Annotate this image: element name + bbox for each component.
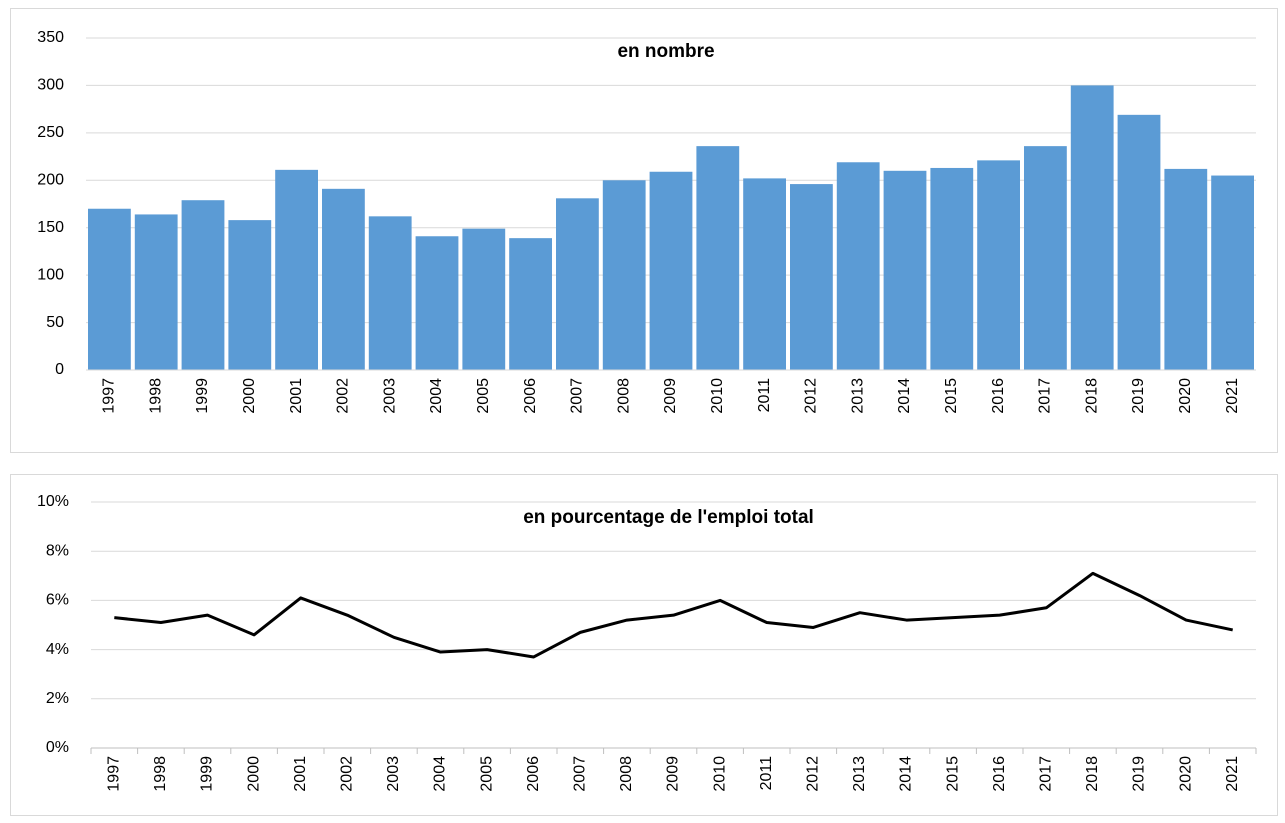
y-tick-label: 350: [37, 29, 64, 46]
bar: [790, 184, 833, 370]
x-tick-label: 1998: [147, 378, 164, 414]
x-tick-label: 2017: [1038, 756, 1055, 792]
bar: [88, 208, 131, 370]
bar: [556, 198, 599, 370]
x-tick-label: 1997: [101, 378, 118, 414]
bar: [1164, 168, 1208, 370]
x-tick-label: 2003: [381, 378, 398, 414]
x-tick-label: 2018: [1083, 378, 1100, 414]
x-tick-label: 2015: [943, 378, 960, 414]
bar: [883, 170, 927, 370]
x-tick-label: 2018: [1084, 756, 1101, 792]
chart-title: en pourcentage de l'emploi total: [523, 507, 814, 528]
x-tick-label: 2007: [572, 756, 589, 792]
bar: [836, 162, 880, 370]
bar: [1211, 175, 1254, 370]
x-tick-label: 2020: [1177, 378, 1194, 414]
bar: [977, 160, 1020, 370]
x-tick-label: 2019: [1130, 378, 1147, 414]
x-tick-label: 2010: [709, 378, 726, 414]
y-tick-label: 250: [37, 124, 64, 141]
bar: [602, 180, 646, 370]
x-tick-label: 2011: [758, 756, 775, 791]
y-tick-label: 8%: [46, 542, 69, 559]
y-tick-label: 0%: [46, 739, 69, 756]
bar: [1117, 114, 1161, 370]
y-tick-label: 150: [37, 219, 64, 236]
x-tick-label: 2013: [849, 378, 866, 414]
x-tick-label: 2002: [335, 378, 352, 414]
x-tick-label: 2012: [805, 756, 822, 792]
x-tick-label: 2005: [478, 756, 495, 792]
y-tick-label: 200: [37, 172, 64, 189]
x-tick-label: 2008: [615, 378, 632, 414]
x-tick-label: 2006: [522, 378, 539, 414]
x-tick-label: 2002: [339, 756, 356, 792]
chart-frame: [10, 474, 1278, 816]
x-tick-label: 2015: [944, 756, 961, 792]
bar: [275, 169, 318, 370]
x-tick-label: 2001: [292, 756, 309, 792]
bar: [322, 188, 365, 370]
x-tick-label: 2016: [991, 756, 1008, 792]
x-tick-label: 2014: [896, 378, 913, 414]
bar: [415, 236, 459, 370]
bar: [462, 228, 506, 370]
bar: [1070, 85, 1114, 370]
x-tick-label: 2005: [475, 378, 492, 414]
bar: [743, 178, 786, 370]
x-tick-label: 1998: [152, 756, 169, 792]
bar: [228, 220, 272, 370]
bar: [696, 146, 740, 370]
y-tick-label: 300: [37, 77, 64, 94]
x-tick-label: 2007: [569, 378, 586, 414]
bar: [509, 238, 552, 370]
x-tick-label: 2021: [1224, 756, 1241, 792]
bar: [649, 171, 693, 370]
x-tick-label: 2004: [432, 756, 449, 792]
x-tick-label: 2009: [662, 378, 679, 414]
x-tick-label: 2021: [1224, 378, 1241, 414]
x-tick-label: 2006: [525, 756, 542, 792]
bar: [368, 216, 412, 370]
y-tick-label: 50: [46, 314, 64, 331]
y-tick-label: 10%: [37, 493, 69, 510]
x-tick-label: 2008: [618, 756, 635, 792]
x-tick-label: 2014: [898, 756, 915, 792]
y-tick-label: 100: [37, 266, 64, 283]
x-tick-label: 2001: [288, 378, 305, 414]
x-tick-label: 2000: [241, 378, 258, 414]
y-tick-label: 6%: [46, 592, 69, 609]
x-tick-label: 2009: [665, 756, 682, 792]
x-tick-label: 2004: [428, 378, 445, 414]
x-tick-label: 2000: [245, 756, 262, 792]
x-tick-label: 2012: [803, 378, 820, 414]
y-tick-label: 2%: [46, 690, 69, 707]
x-tick-label: 2003: [385, 756, 402, 792]
x-tick-label: 2019: [1131, 756, 1148, 792]
x-tick-label: 2016: [990, 378, 1007, 414]
x-tick-label: 2020: [1177, 756, 1194, 792]
bar: [1024, 146, 1067, 370]
x-tick-label: 1997: [106, 756, 123, 792]
x-tick-label: 1999: [199, 756, 216, 792]
y-tick-label: 0: [55, 361, 64, 378]
bar: [930, 167, 974, 370]
x-tick-label: 2010: [711, 756, 728, 792]
x-tick-label: 2013: [851, 756, 868, 792]
x-tick-label: 1999: [194, 378, 211, 414]
x-tick-label: 2017: [1037, 378, 1054, 414]
line: [114, 571, 1234, 659]
bar: [134, 214, 178, 370]
bar: [181, 200, 225, 370]
y-tick-label: 4%: [46, 641, 69, 658]
chart-title: en nombre: [617, 41, 714, 62]
x-tick-label: 2011: [756, 378, 773, 413]
